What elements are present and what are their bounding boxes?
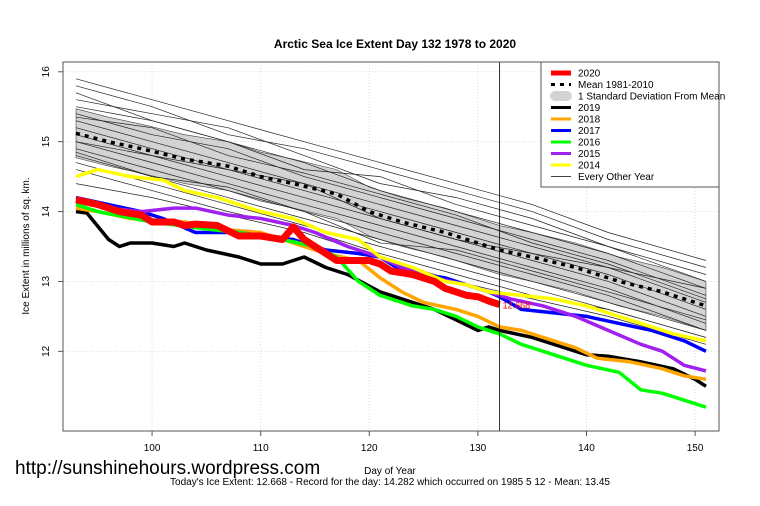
plot-frame — [62, 61, 720, 432]
y-tick-label: 15 — [41, 136, 52, 148]
other-year-line — [75, 155, 707, 331]
legend-label: 2020 — [578, 69, 601, 80]
other-year-line — [75, 78, 707, 261]
x-axis-label: Day of Year — [364, 466, 416, 477]
legend-label: 2018 — [578, 115, 601, 126]
legend-label: Mean 1981-2010 — [578, 80, 654, 91]
chart-title: Arctic Sea Ice Extent Day 132 1978 to 20… — [274, 37, 516, 51]
other-year-line — [75, 116, 707, 300]
y-tick-label: 16 — [41, 66, 52, 78]
x-tick-label: 130 — [470, 443, 487, 454]
other-year-line — [75, 120, 707, 303]
other-year-line — [75, 162, 707, 338]
y-tick-label: 14 — [41, 206, 52, 218]
chart-subtitle: Today's Ice Extent: 12.668 - Record for … — [170, 477, 610, 488]
x-tick-label: 100 — [144, 443, 161, 454]
x-tick-label: 150 — [687, 443, 704, 454]
other-year-line — [75, 99, 707, 282]
watermark-url: http://sunshinehours.wordpress.com — [15, 458, 321, 479]
series-line-2015 — [75, 199, 707, 373]
legend-label: 2015 — [578, 149, 601, 160]
legend-swatch — [550, 91, 572, 101]
other-year-line — [75, 85, 707, 268]
legend-label: 2016 — [578, 138, 601, 149]
other-year-line — [75, 148, 707, 331]
series-line-2020 — [75, 196, 501, 308]
y-tick-label: 13 — [41, 275, 52, 287]
other-year-line — [75, 141, 707, 324]
y-tick-label: 12 — [41, 345, 52, 357]
legend-label: Every Other Year — [578, 172, 655, 183]
legend-label: 2019 — [578, 103, 601, 114]
series-line-2014 — [75, 167, 707, 343]
x-tick-label: 110 — [253, 443, 269, 454]
other-year-line — [75, 151, 707, 321]
x-tick-label: 120 — [361, 443, 378, 454]
other-year-line — [75, 113, 707, 296]
other-year-line — [75, 141, 707, 289]
other-year-line — [75, 92, 707, 275]
legend-label: 1 Standard Deviation From Mean — [578, 92, 725, 103]
current-value-label: 12.668 — [503, 301, 531, 311]
legend-label: 2014 — [578, 161, 601, 172]
other-year-line — [75, 127, 707, 310]
y-axis-label: Ice Extent in millions of sq. km. — [21, 177, 32, 314]
x-tick-label: 140 — [578, 443, 595, 454]
legend-label: 2017 — [578, 126, 601, 137]
plot-area: 12.668 100 110 120 130 140 150 12 13 14 15 16 2020Me… — [41, 61, 725, 454]
